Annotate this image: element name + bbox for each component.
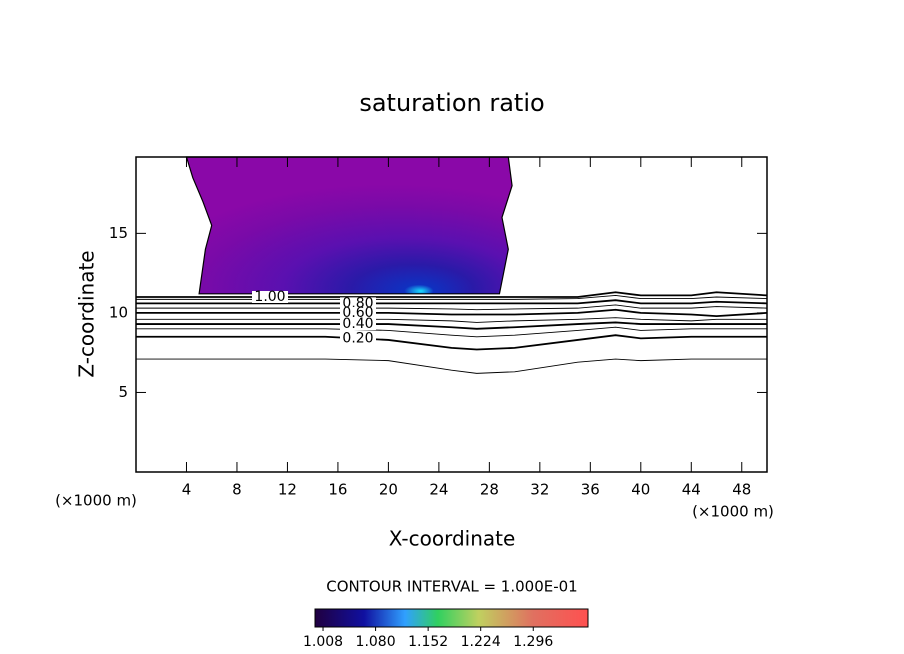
x-tick-label: 16 [328,481,347,499]
colorbar-tick-label: 1.152 [408,634,448,650]
filled-region [185,156,513,295]
x-tick-label: 20 [379,481,398,499]
y-tick-label: 5 [118,383,128,401]
colorbar-tick-label: 1.008 [303,634,343,650]
contour-line [136,358,767,374]
contour-label: 1.00 [254,289,285,305]
x-tick-label: 28 [480,481,499,499]
x-tick-label: 12 [278,481,297,499]
x-tick-label: 40 [631,481,650,499]
contour-label-bg [340,297,376,310]
contour-label-bg [340,332,376,345]
colorbar-tick-label: 1.296 [513,634,553,650]
contour-label-bg [340,306,376,319]
x-tick-label: 32 [530,481,549,499]
x-tick-label: 48 [732,481,751,499]
contour-line [136,321,767,330]
y-tick-label: 10 [109,303,128,321]
x-tick-label: 8 [232,481,242,499]
colorbar [314,608,589,628]
x-axis-label: X-coordinate [389,527,516,551]
contour-interval: CONTOUR INTERVAL = 1.000E-01 [326,578,577,596]
contour-line [136,317,767,323]
colorbar-tick-label: 1.224 [461,634,501,650]
y-tick-label: 15 [109,224,128,242]
contour-label: 0.60 [342,305,373,321]
x-tick-label: 24 [429,481,448,499]
contour-line [136,334,767,351]
x-tick-label: 44 [682,481,701,499]
y-axis-label: Z-coordinate [75,250,99,377]
chart-title: saturation ratio [359,89,544,117]
contour-line [136,326,767,338]
plot-frame [135,156,768,473]
x-unit-label: (×1000 m) [55,492,137,510]
contour-label: 0.20 [342,330,373,346]
x-tick-label: 36 [581,481,600,499]
contour-line [136,299,768,305]
contour-label: 0.40 [342,316,373,332]
colorbar-tick-label: 1.080 [356,634,396,650]
contour-label-bg [252,291,288,303]
x-tick-label: 4 [182,481,192,499]
contour-line [136,308,768,317]
x-unit-label: (×1000 m) [692,503,774,521]
contour-line [136,304,768,311]
contour-label-bg [340,318,376,331]
